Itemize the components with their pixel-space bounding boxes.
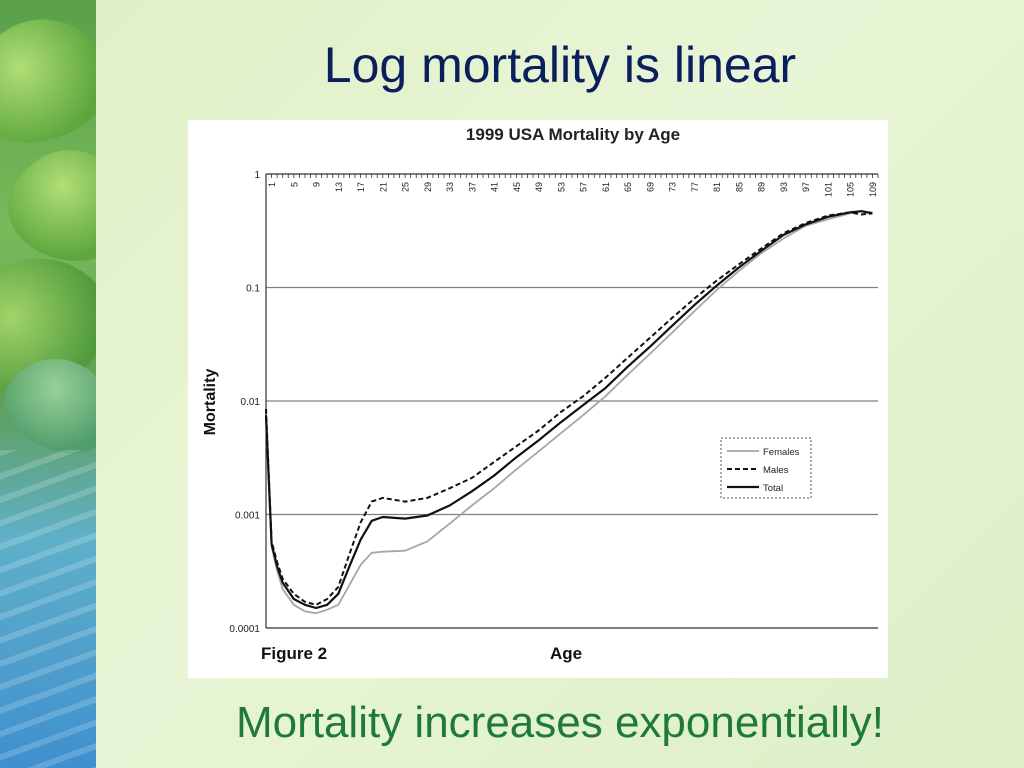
legend-label-males: Males: [763, 465, 789, 476]
mortality-chart: 1999 USA Mortality by Age Mortality Age …: [202, 125, 879, 663]
legend-label-females: Females: [763, 447, 800, 458]
x-tick-label: 69: [645, 182, 655, 192]
leaf-image: [0, 0, 96, 161]
x-tick-label: 65: [623, 182, 633, 192]
slide-title: Log mortality is linear: [323, 37, 797, 93]
x-tick-label: 77: [690, 182, 700, 192]
leaf-image: [0, 136, 96, 274]
y-axis-label: Mortality: [202, 369, 219, 436]
chart-legend: Females Males Total: [720, 437, 812, 499]
figure-label: Figure 2: [261, 644, 327, 663]
x-tick-label: 105: [846, 182, 856, 197]
y-tick-label: 0.1: [246, 284, 260, 295]
water-image: [0, 450, 96, 768]
x-tick-label: 21: [378, 182, 388, 192]
x-tick-label: 37: [467, 182, 477, 192]
x-tick-label: 33: [445, 182, 455, 192]
x-tick-label: 73: [668, 182, 678, 192]
x-tick-label: 49: [534, 182, 544, 192]
x-tick-label: 29: [423, 182, 433, 192]
x-tick-label: 5: [289, 182, 299, 187]
x-tick-label: 93: [779, 182, 789, 192]
y-tick-label: 0.0001: [229, 624, 260, 635]
x-tick-label: 41: [490, 182, 500, 192]
chart-title: 1999 USA Mortality by Age: [466, 125, 680, 144]
x-tick-label: 57: [579, 182, 589, 192]
x-tick-label: 61: [601, 182, 611, 192]
series-line-females: [265, 210, 873, 615]
x-tick-label: 13: [334, 182, 344, 192]
x-tick-label: 9: [312, 182, 322, 187]
x-tick-label: 101: [823, 182, 833, 197]
series-line-total: [264, 210, 873, 610]
x-tick-label: 17: [356, 182, 366, 192]
y-tick-label: 0.001: [235, 511, 260, 522]
x-axis-label: Age: [550, 644, 582, 663]
legend-label-total: Total: [763, 483, 783, 494]
x-tick-label: 109: [868, 182, 878, 197]
x-tick-label: 81: [712, 182, 722, 192]
x-tick-label: 53: [556, 182, 566, 192]
x-tick-label: 97: [801, 182, 811, 192]
slide-caption: Mortality increases exponentially!: [235, 698, 885, 747]
decorative-leaf-water-strip: [0, 0, 96, 768]
x-tick-label: 1: [267, 182, 277, 187]
x-tick-label: 45: [512, 182, 522, 192]
y-tick-label: 1: [254, 170, 260, 181]
y-tick-label: 0.01: [241, 397, 261, 408]
x-tick-label: 89: [757, 182, 767, 192]
mortality-figure: 1999 USA Mortality by Age Mortality Age …: [188, 120, 888, 678]
x-tick-label: 25: [401, 182, 411, 192]
x-tick-label: 85: [734, 182, 744, 192]
series-line-males: [265, 211, 873, 606]
